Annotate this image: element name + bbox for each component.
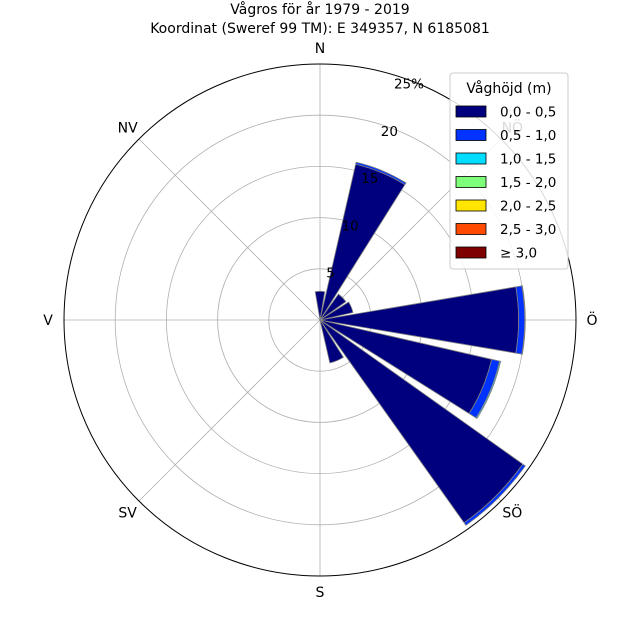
- legend-label: 1,5 - 2,0: [500, 175, 556, 191]
- direction-label-Ö: Ö: [586, 311, 597, 329]
- grid-spoke: [138, 319, 321, 502]
- direction-label-V: V: [43, 313, 53, 329]
- radial-tick-label: 10: [342, 218, 359, 234]
- wedge-N-bin-0: [314, 290, 326, 321]
- direction-label-SÖ: SÖ: [502, 503, 522, 521]
- wedge-Ö-bin-2: [521, 285, 526, 355]
- legend-label: 1,0 - 1,5: [500, 152, 556, 168]
- wedge-SSÖ-bin-0: [319, 319, 344, 364]
- legend-label: 2,0 - 2,5: [500, 199, 556, 215]
- wedge-NNÖ-bin-1: [355, 161, 407, 186]
- radial-tick-label: 25%: [394, 76, 424, 92]
- legend-swatch: [455, 152, 487, 165]
- legend-swatch: [455, 129, 487, 141]
- legend-swatch: [455, 199, 487, 212]
- wedge-ÖNÖ-bin-0: [319, 301, 354, 321]
- legend-label: ≥ 3,0: [500, 246, 537, 262]
- wedge-NNÖ-bin-0: [319, 163, 406, 321]
- legend-swatch: [455, 105, 487, 118]
- wedge-ÖSÖ-bin-2: [475, 360, 502, 420]
- legend: Våghöjd (m) 0,0 - 0,5 0,5 - 1,0 1,0 - 1,5 1,…: [449, 72, 569, 270]
- radial-tick-label: 20: [381, 124, 398, 140]
- direction-label-NV: NV: [118, 121, 138, 137]
- legend-label: 0,0 - 0,5: [500, 105, 556, 121]
- chart-title: Vågros för år 1979 - 2019: [230, 1, 409, 18]
- legend-swatch: [455, 246, 487, 259]
- legend-title: Våghöjd (m): [466, 80, 551, 97]
- legend-swatch: [455, 223, 487, 235]
- radial-tick-label: 5: [326, 266, 335, 282]
- direction-label-SV: SV: [118, 505, 137, 521]
- direction-label-N: N: [315, 41, 325, 57]
- radial-tick-label: 15: [361, 171, 378, 187]
- legend-label: 0,5 - 1,0: [500, 128, 556, 144]
- grid-spoke: [138, 138, 321, 321]
- legend-label: 2,5 - 3,0: [500, 222, 556, 238]
- legend-frame: [449, 72, 569, 270]
- outer-ring: [63, 63, 577, 577]
- wedge-NÖ-bin-0: [319, 293, 347, 321]
- wedge-SÖ-bin-1: [463, 463, 526, 526]
- chart-subtitle: Koordinat (Sweref 99 TM): E 349357, N 61…: [150, 21, 490, 37]
- direction-label-S: S: [316, 585, 325, 601]
- wedges: [314, 161, 526, 526]
- legend-swatch: [455, 176, 487, 188]
